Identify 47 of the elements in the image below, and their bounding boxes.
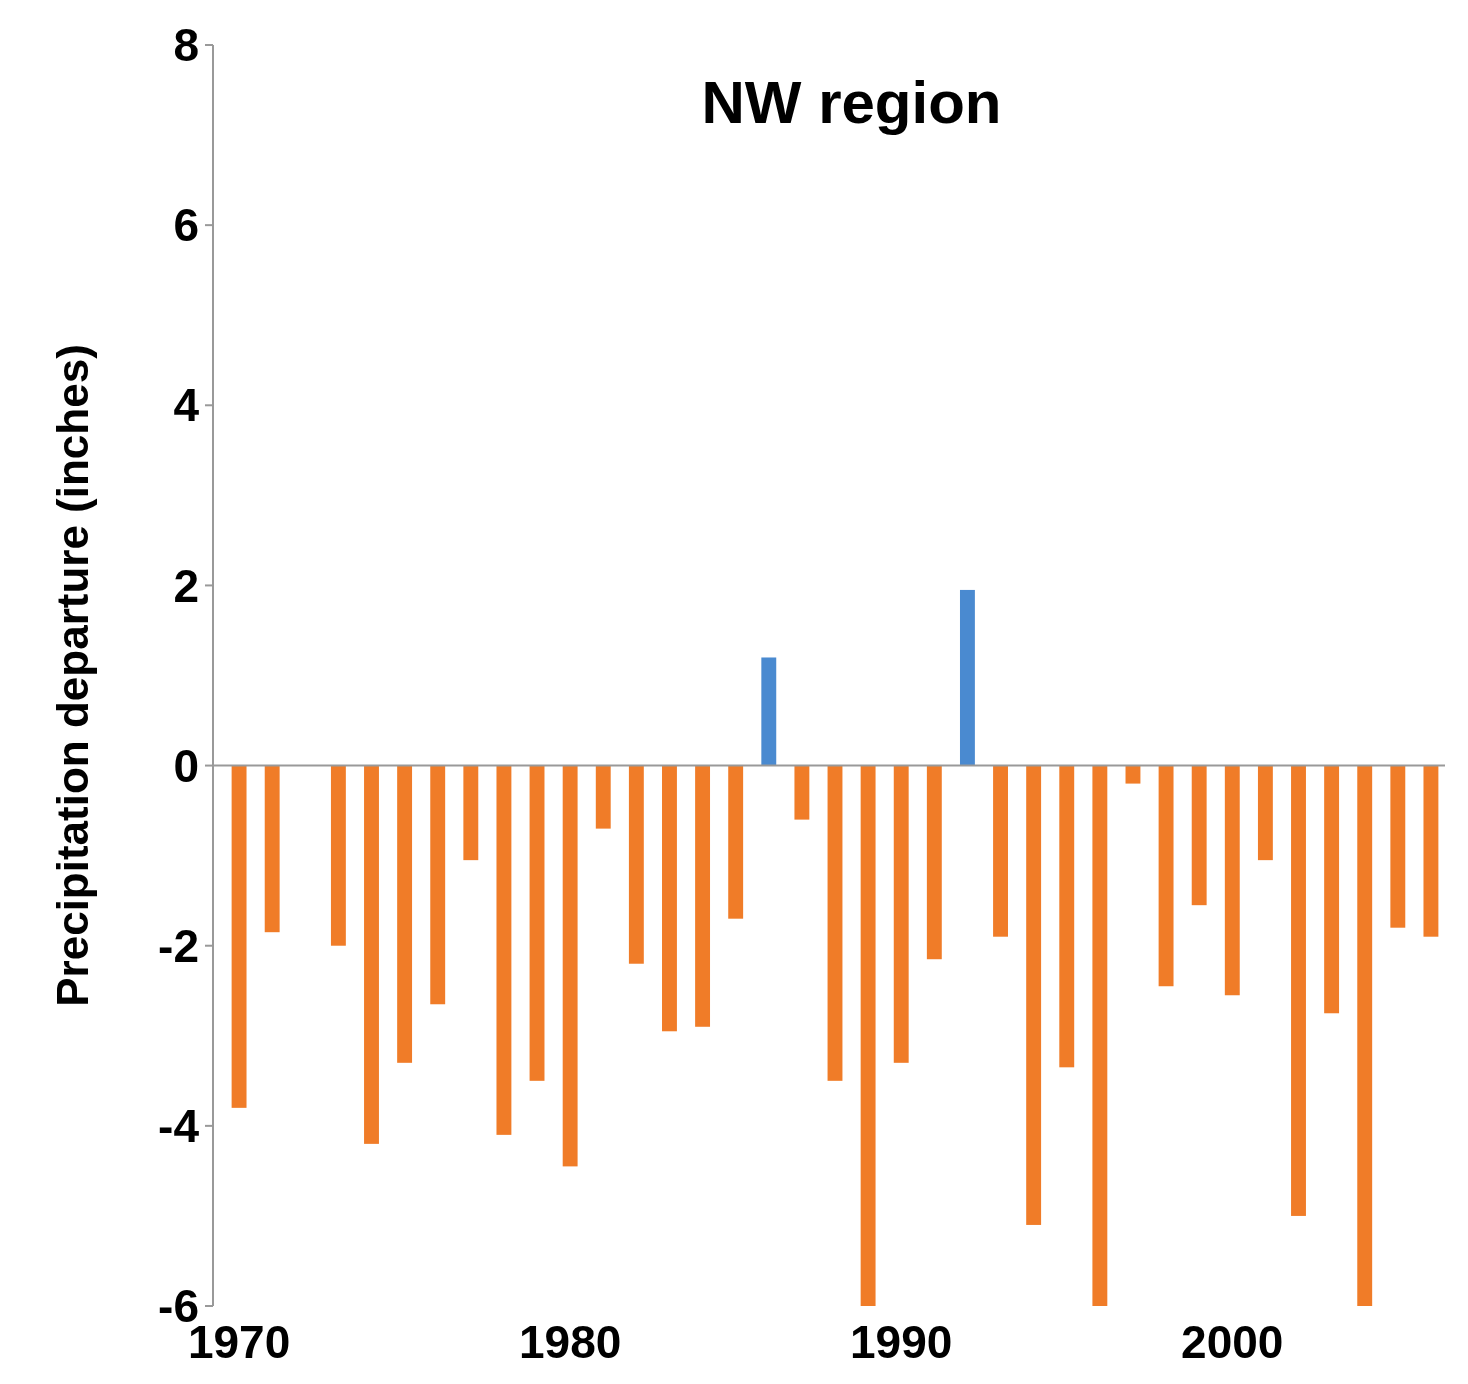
bar — [1059, 765, 1075, 1068]
y-tick-label: 2 — [173, 559, 199, 612]
bar — [628, 765, 644, 964]
bar — [430, 765, 446, 1005]
bar — [860, 765, 876, 1306]
bar — [1357, 765, 1373, 1306]
bar — [1257, 765, 1273, 861]
bar — [397, 765, 413, 1063]
bar — [662, 765, 677, 1032]
y-axis-title: Precipitation departure (inches) — [48, 344, 97, 1007]
bar — [1291, 765, 1306, 1216]
bar — [695, 765, 711, 1027]
bar — [1324, 765, 1340, 1014]
bar — [364, 765, 379, 1144]
x-tick-label: 1980 — [518, 1316, 622, 1368]
y-tick-label: 6 — [173, 199, 199, 252]
x-tick-label: 2000 — [1181, 1316, 1284, 1368]
bar — [959, 589, 975, 766]
y-tick-label: 8 — [173, 19, 199, 72]
bar — [463, 765, 479, 861]
bar — [529, 765, 545, 1081]
bar — [1191, 765, 1207, 906]
bar — [728, 765, 744, 919]
bar — [1092, 765, 1108, 1306]
bar — [330, 765, 346, 946]
bar — [761, 657, 777, 766]
bar — [893, 765, 909, 1063]
y-tick-label: -2 — [158, 919, 199, 972]
bar — [264, 765, 280, 933]
bar — [993, 765, 1008, 937]
y-tick-label: 0 — [173, 739, 199, 792]
bar — [1224, 765, 1240, 996]
y-tick-label: -4 — [158, 1099, 200, 1152]
bar — [827, 765, 843, 1081]
x-tick-label: 1990 — [850, 1316, 953, 1368]
bar — [926, 765, 942, 960]
bar — [1390, 765, 1406, 928]
bar — [562, 765, 578, 1167]
chart-title: NW region — [701, 69, 1002, 136]
bar — [794, 765, 810, 820]
bar — [1423, 765, 1439, 937]
bar — [1158, 765, 1174, 987]
bar — [1026, 765, 1042, 1225]
y-tick-label: 4 — [173, 379, 200, 432]
bar — [496, 765, 512, 1135]
bar — [231, 765, 247, 1108]
bar — [595, 765, 611, 829]
